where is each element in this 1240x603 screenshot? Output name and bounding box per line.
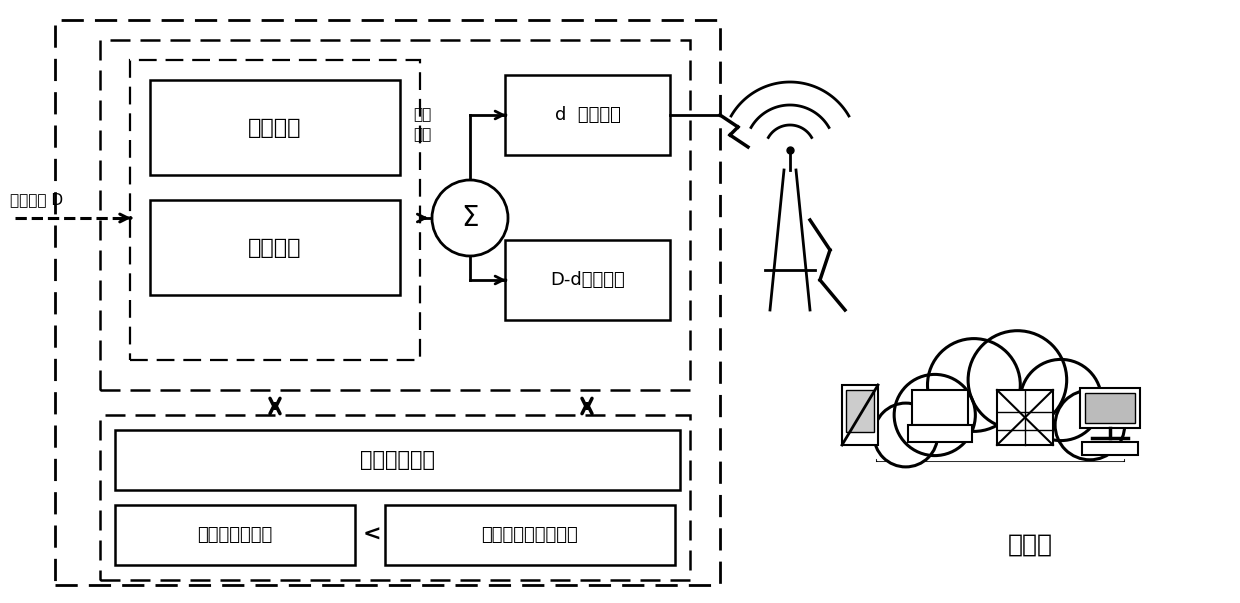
Text: 迁移仒裁: 迁移仒裁 (248, 238, 301, 257)
Bar (100, 40, 689, 390)
Bar (1080, 388, 1140, 428)
Text: 边缘云: 边缘云 (1007, 533, 1053, 557)
Bar (1085, 393, 1135, 423)
Bar (911, 390, 968, 425)
Bar (150, 200, 401, 295)
Circle shape (1021, 359, 1101, 441)
Bar (877, 410, 1123, 460)
Bar (150, 80, 401, 175)
Bar (130, 60, 420, 360)
Circle shape (1055, 390, 1125, 460)
Circle shape (894, 374, 976, 456)
Text: 全部本地计算总时间: 全部本地计算总时间 (481, 526, 578, 544)
Circle shape (968, 330, 1066, 429)
Text: d  迁移传输: d 迁移传输 (554, 106, 620, 124)
Bar (115, 430, 680, 490)
Circle shape (928, 339, 1021, 431)
Circle shape (432, 180, 508, 256)
Text: $\Sigma$: $\Sigma$ (461, 204, 479, 232)
Bar (115, 505, 355, 565)
Text: D-d本地计算: D-d本地计算 (551, 271, 625, 289)
Bar (505, 75, 670, 155)
Bar (846, 390, 874, 432)
Text: 计算时间约束: 计算时间约束 (360, 450, 435, 470)
Text: 迁移: 迁移 (413, 107, 432, 122)
Text: <: < (362, 525, 382, 545)
Text: 计算: 计算 (413, 127, 432, 142)
Bar (997, 390, 1053, 445)
Bar (55, 20, 720, 585)
Bar (908, 425, 972, 442)
Text: 能量管理: 能量管理 (248, 118, 301, 137)
Text: 输入数据 D: 输入数据 D (10, 192, 63, 207)
Bar (1083, 442, 1138, 455)
Bar (384, 505, 675, 565)
Bar (842, 385, 878, 445)
Circle shape (874, 403, 937, 467)
Bar (505, 240, 670, 320)
Text: 迁移计算总时间: 迁移计算总时间 (197, 526, 273, 544)
Bar (100, 415, 689, 580)
